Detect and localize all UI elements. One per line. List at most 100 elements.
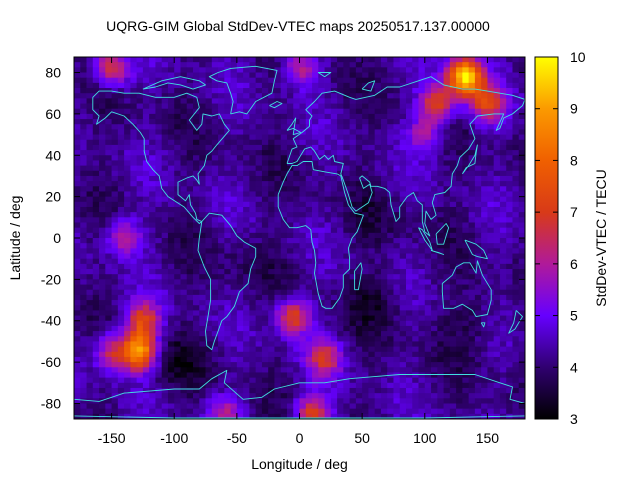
heatmap-cell bbox=[199, 160, 206, 166]
heatmap-cell bbox=[205, 206, 213, 213]
heatmap-cell bbox=[293, 377, 300, 384]
heatmap-cell bbox=[236, 113, 244, 120]
heatmap-cell bbox=[86, 387, 94, 394]
heatmap-cell bbox=[318, 362, 325, 368]
heatmap-cell bbox=[249, 243, 257, 249]
heatmap-cell bbox=[405, 217, 413, 223]
heatmap-cell bbox=[387, 62, 394, 68]
heatmap-cell bbox=[374, 201, 382, 208]
heatmap-cell bbox=[349, 320, 357, 327]
heatmap-cell bbox=[142, 238, 150, 244]
heatmap-cell bbox=[462, 232, 470, 239]
heatmap-cell bbox=[324, 310, 332, 316]
heatmap-cell bbox=[205, 341, 213, 347]
heatmap-cell bbox=[512, 134, 520, 141]
heatmap-cell bbox=[506, 124, 513, 130]
heatmap-cell bbox=[337, 269, 344, 275]
heatmap-cell bbox=[218, 170, 225, 177]
heatmap-cell bbox=[155, 206, 163, 213]
heatmap-cell bbox=[468, 331, 476, 337]
heatmap-cell bbox=[274, 88, 282, 94]
heatmap-cell bbox=[99, 377, 106, 384]
heatmap-cell bbox=[299, 222, 307, 229]
heatmap-cell bbox=[261, 253, 269, 260]
heatmap-cell bbox=[412, 315, 419, 322]
heatmap-cell bbox=[161, 263, 169, 270]
heatmap-cell bbox=[136, 206, 144, 213]
heatmap-cell bbox=[355, 165, 363, 172]
heatmap-cell bbox=[431, 289, 438, 296]
heatmap-cell bbox=[337, 263, 344, 270]
heatmap-cell bbox=[456, 88, 463, 94]
heatmap-cell bbox=[355, 186, 363, 192]
heatmap-cell bbox=[105, 274, 112, 280]
heatmap-cell bbox=[318, 108, 325, 115]
heatmap-cell bbox=[330, 212, 338, 218]
heatmap-cell bbox=[405, 320, 413, 327]
heatmap-cell bbox=[355, 217, 363, 223]
heatmap-cell bbox=[86, 119, 94, 125]
heatmap-cell bbox=[130, 98, 138, 104]
heatmap-cell bbox=[124, 217, 131, 223]
heatmap-cell bbox=[243, 129, 250, 135]
heatmap-cell bbox=[224, 170, 231, 177]
heatmap-cell bbox=[180, 393, 188, 399]
heatmap-cell bbox=[474, 263, 482, 270]
heatmap-cell bbox=[368, 67, 376, 73]
heatmap-cell bbox=[117, 274, 125, 280]
heatmap-cell bbox=[437, 144, 444, 151]
heatmap-cell bbox=[211, 367, 219, 373]
heatmap-cell bbox=[280, 88, 288, 94]
heatmap-cell bbox=[305, 248, 313, 254]
heatmap-cell bbox=[255, 160, 263, 166]
heatmap-cell bbox=[456, 98, 463, 104]
heatmap-cell bbox=[130, 294, 138, 301]
heatmap-cell bbox=[92, 336, 100, 342]
heatmap-cell bbox=[362, 387, 369, 394]
heatmap-cell bbox=[186, 325, 194, 332]
heatmap-cell bbox=[230, 289, 238, 296]
heatmap-cell bbox=[424, 367, 432, 373]
heatmap-cell bbox=[343, 372, 351, 379]
heatmap-cell bbox=[199, 227, 206, 234]
heatmap-cell bbox=[193, 144, 200, 151]
heatmap-cell bbox=[261, 258, 269, 265]
heatmap-cell bbox=[80, 258, 87, 265]
heatmap-cell bbox=[374, 82, 382, 89]
heatmap-cell bbox=[387, 155, 394, 161]
heatmap-cell bbox=[236, 88, 244, 94]
heatmap-cell bbox=[299, 398, 307, 404]
heatmap-cell bbox=[424, 103, 432, 110]
heatmap-cell bbox=[468, 134, 476, 141]
heatmap-cell bbox=[218, 93, 225, 99]
heatmap-cell bbox=[124, 150, 131, 156]
heatmap-cell bbox=[149, 232, 156, 239]
heatmap-cell bbox=[167, 325, 175, 332]
heatmap-cell bbox=[261, 150, 269, 156]
heatmap-cell bbox=[462, 124, 470, 130]
heatmap-cell bbox=[305, 201, 313, 208]
heatmap-cell bbox=[518, 108, 525, 115]
heatmap-cell bbox=[243, 160, 250, 166]
heatmap-cell bbox=[518, 305, 525, 311]
heatmap-cell bbox=[293, 300, 300, 306]
heatmap-cell bbox=[161, 413, 169, 419]
heatmap-cell bbox=[499, 305, 507, 311]
heatmap-cell bbox=[349, 108, 357, 115]
heatmap-cell bbox=[86, 269, 94, 275]
heatmap-cell bbox=[362, 284, 369, 291]
heatmap-cell bbox=[449, 356, 457, 363]
heatmap-cell bbox=[261, 67, 269, 73]
heatmap-cell bbox=[280, 325, 288, 332]
heatmap-cell bbox=[380, 217, 388, 223]
heatmap-cell bbox=[462, 62, 470, 68]
heatmap-cell bbox=[130, 382, 138, 389]
heatmap-cell bbox=[312, 134, 319, 141]
heatmap-cell bbox=[481, 98, 488, 104]
heatmap-cell bbox=[355, 279, 363, 285]
heatmap-cell bbox=[124, 351, 131, 358]
heatmap-cell bbox=[324, 274, 332, 280]
heatmap-cell bbox=[211, 253, 219, 260]
heatmap-cell bbox=[293, 212, 300, 218]
heatmap-cell bbox=[499, 139, 507, 146]
